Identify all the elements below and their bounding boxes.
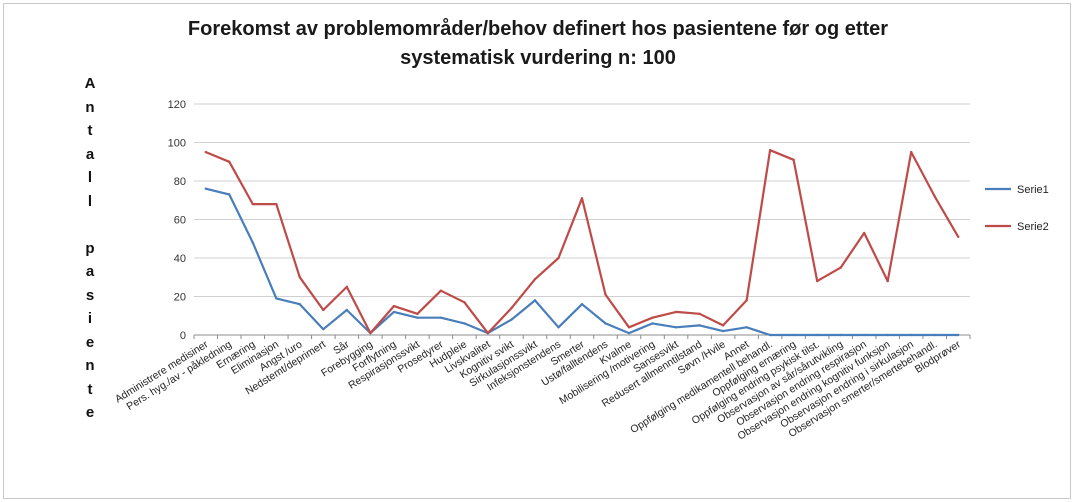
y-tick-label: 120 — [168, 99, 186, 111]
data-point-serie1 — [298, 303, 302, 306]
data-point-serie1 — [698, 324, 701, 327]
data-point-serie1 — [251, 241, 254, 244]
y-axis-label-char: i — [87, 310, 93, 327]
y-axis-label-char: A — [84, 75, 96, 92]
chart-title-line2: systematisk vurdering n: 100 — [400, 47, 676, 69]
data-point-serie1 — [510, 318, 513, 321]
chart-title-line1: Forekomst av problemområder/behov define… — [187, 18, 889, 40]
y-tick-label: 100 — [168, 138, 186, 150]
data-point-serie2 — [957, 235, 960, 239]
data-point-serie1 — [886, 333, 889, 337]
data-point-serie2 — [392, 304, 396, 308]
data-point-serie2 — [745, 299, 748, 302]
data-point-serie2 — [651, 316, 654, 319]
data-point-serie1 — [604, 322, 607, 325]
y-axis-label-char: l — [87, 169, 93, 186]
data-point-serie2 — [721, 324, 725, 327]
data-point-serie1 — [463, 322, 466, 325]
data-point-serie2 — [580, 197, 584, 200]
data-point-serie2 — [510, 306, 513, 310]
data-point-serie2 — [674, 310, 678, 314]
data-point-serie2 — [768, 149, 772, 152]
y-tick-label: 40 — [174, 253, 186, 265]
data-point-serie1 — [204, 187, 207, 190]
data-point-serie1 — [768, 333, 772, 337]
data-point-serie1 — [745, 326, 748, 329]
data-point-serie2 — [815, 279, 819, 283]
data-point-serie2 — [933, 195, 936, 198]
data-point-serie2 — [839, 266, 842, 269]
y-axis-label-char: e — [85, 333, 95, 351]
legend-label-serie1: Serie1 — [1017, 184, 1049, 196]
y-tick-label: 80 — [174, 176, 186, 188]
y-axis-label-char: a — [85, 263, 95, 280]
data-point-serie1 — [275, 297, 278, 300]
y-tick-label: 0 — [180, 330, 186, 342]
data-point-serie1 — [627, 331, 631, 335]
data-point-serie1 — [345, 308, 349, 312]
data-point-serie2 — [533, 277, 537, 281]
data-point-serie1 — [322, 328, 325, 331]
data-point-serie2 — [416, 312, 419, 316]
data-point-serie1 — [792, 333, 795, 337]
y-tick-label: 20 — [174, 292, 186, 304]
data-point-serie2 — [792, 158, 795, 162]
data-point-serie1 — [439, 316, 443, 319]
y-axis-label-char: s — [85, 286, 95, 304]
data-point-serie2 — [228, 160, 231, 163]
data-point-serie1 — [580, 303, 584, 306]
data-point-serie1 — [416, 316, 419, 319]
data-point-serie2 — [486, 331, 490, 335]
data-point-serie2 — [604, 293, 607, 296]
data-point-serie1 — [957, 333, 960, 337]
y-axis-label-char: n — [85, 357, 95, 374]
data-point-serie1 — [557, 326, 560, 329]
y-axis-label-char: e — [85, 404, 95, 421]
data-point-serie1 — [933, 333, 936, 337]
data-point-serie1 — [862, 333, 866, 337]
y-axis-label-char: t — [87, 122, 93, 139]
y-axis-label-char: l — [87, 192, 93, 210]
data-point-serie1 — [721, 329, 725, 333]
data-point-serie1 — [674, 326, 678, 329]
legend-label-serie2: Serie2 — [1017, 221, 1049, 233]
data-point-serie2 — [204, 150, 207, 154]
data-point-serie1 — [839, 333, 842, 337]
data-point-serie2 — [369, 331, 372, 335]
data-point-serie2 — [557, 256, 560, 260]
y-axis-label-char: a — [85, 145, 95, 163]
data-point-serie2 — [627, 326, 631, 329]
data-point-serie1 — [533, 299, 537, 302]
data-point-serie2 — [463, 301, 466, 304]
y-axis-label-char: n — [85, 98, 95, 116]
data-point-serie2 — [345, 285, 349, 289]
data-point-serie2 — [322, 308, 325, 312]
data-point-serie1 — [651, 322, 654, 325]
data-point-serie2 — [698, 312, 701, 316]
y-axis-label-char: p — [85, 239, 95, 257]
y-tick-label: 60 — [174, 215, 186, 227]
data-point-serie1 — [392, 310, 396, 314]
data-point-serie2 — [275, 202, 278, 206]
data-point-serie2 — [910, 150, 913, 154]
data-point-serie2 — [862, 231, 866, 235]
data-point-serie2 — [439, 289, 443, 292]
data-point-serie1 — [228, 193, 231, 196]
data-point-serie2 — [298, 276, 302, 279]
data-point-serie1 — [910, 333, 913, 337]
data-point-serie1 — [815, 333, 819, 337]
data-point-serie2 — [251, 202, 254, 206]
data-point-serie2 — [886, 279, 889, 283]
y-axis-label-char: t — [87, 380, 93, 398]
x-tick-label: Pers. hyg./av - påkledning — [125, 338, 234, 413]
